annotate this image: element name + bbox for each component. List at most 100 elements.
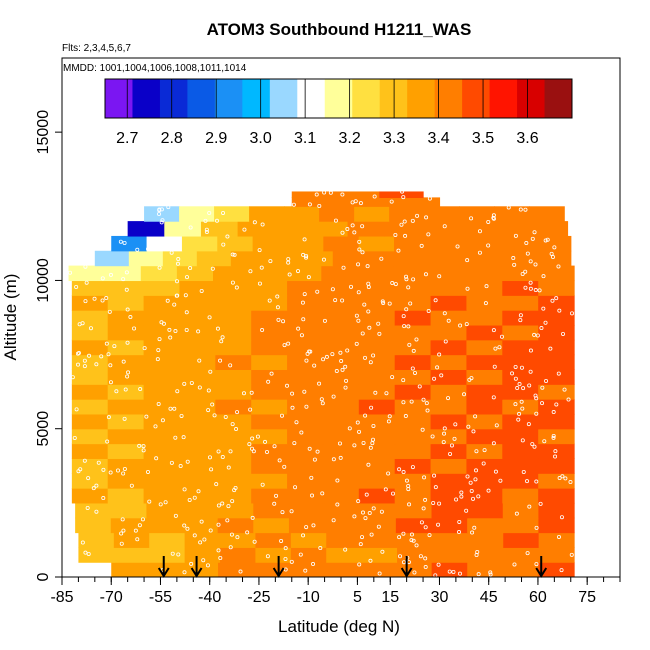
heatmap-cell [366,250,402,267]
sample-marker [275,305,280,310]
sample-marker [551,410,556,415]
sample-marker [481,461,486,466]
sample-marker [513,364,518,369]
sample-marker [411,538,416,543]
heatmap-cell [502,324,539,341]
sample-marker [302,292,307,297]
sample-marker [352,514,357,519]
sample-marker [204,227,209,232]
sample-marker [221,210,226,215]
sample-marker [338,455,343,460]
sample-marker [124,287,129,292]
sample-marker [475,550,480,555]
sample-marker [484,284,489,289]
sample-marker [84,280,89,285]
sample-marker [249,390,254,395]
sample-marker [403,233,408,238]
sample-marker [196,329,201,334]
sample-marker [225,518,230,523]
sample-marker [173,435,178,440]
sample-marker [515,386,520,391]
colorbar-swatch [105,79,133,118]
sample-marker [293,485,298,490]
heatmap-cell [502,280,539,296]
sample-marker [521,386,526,391]
colorbar-tick-label: 2.7 [116,130,138,147]
heatmap-cell [71,488,109,504]
heatmap-cell [75,517,112,534]
sample-marker [104,296,109,301]
sample-marker [307,446,312,451]
sample-marker [401,314,406,319]
heatmap-cell [361,532,398,548]
heatmap-cell [107,473,145,489]
heatmap-cell [430,310,468,326]
heatmap-cell [179,428,216,445]
sample-marker [349,284,354,289]
sample-marker [409,399,414,404]
sample-marker [135,537,140,542]
sample-marker [550,298,555,303]
sample-marker [497,345,502,350]
sample-marker [245,530,250,535]
sample-marker [410,218,415,223]
sample-marker [181,435,186,440]
sample-marker [510,371,515,376]
sample-marker [523,269,528,274]
colorbar-tick-label: 2.8 [161,130,183,147]
heatmap-cell [287,428,324,445]
sample-marker [250,446,255,451]
sample-marker [312,363,317,368]
sample-marker [216,548,221,553]
sample-marker [457,519,462,524]
y-tick-label: 0 [35,572,52,581]
sample-marker [486,243,491,248]
heatmap-cell [357,265,395,282]
x-axis: -85 -70 -55 -40 -25 -10 5 15 30 45 60 75 [50,576,621,606]
heatmap-cell [394,488,432,504]
colorbar-swatch [269,79,298,118]
heatmap-cell [358,280,396,296]
sample-marker [431,500,436,505]
sample-marker [570,311,575,316]
x-tick-label: 5 [353,589,362,606]
sample-marker [397,535,402,540]
sample-marker [451,569,456,574]
sample-marker [223,414,228,419]
sample-marker [464,508,469,513]
sample-marker [330,352,335,357]
sample-marker [425,408,430,413]
sample-marker [121,528,126,533]
sample-marker [74,407,79,412]
colorbar-swatch [379,79,408,118]
sample-marker [248,407,253,412]
heatmap-cell [365,197,404,207]
sample-marker [407,342,412,347]
heatmap-cell [251,339,288,356]
heatmap-cell [324,517,361,534]
sample-marker [205,563,210,568]
heatmap-cell [466,324,503,341]
sample-marker [121,277,126,282]
heatmap-cell [394,280,432,296]
heatmap-cell [287,384,324,400]
sample-marker [492,364,497,369]
heatmap-cell [502,250,538,267]
sample-marker [94,362,99,367]
heatmap-cell [249,206,285,222]
sample-marker [115,468,120,473]
sample-marker [68,270,73,275]
sample-marker [250,515,255,520]
heatmap-cell [215,324,252,341]
sample-marker [129,483,134,488]
heatmap-cell [394,399,432,415]
heatmap-cell [358,488,396,504]
sample-marker [477,229,482,234]
sample-marker [499,334,504,339]
sample-marker [333,218,338,223]
sample-marker [452,436,457,441]
sample-marker [345,348,350,353]
sample-marker [121,471,126,476]
sample-marker [298,552,303,557]
